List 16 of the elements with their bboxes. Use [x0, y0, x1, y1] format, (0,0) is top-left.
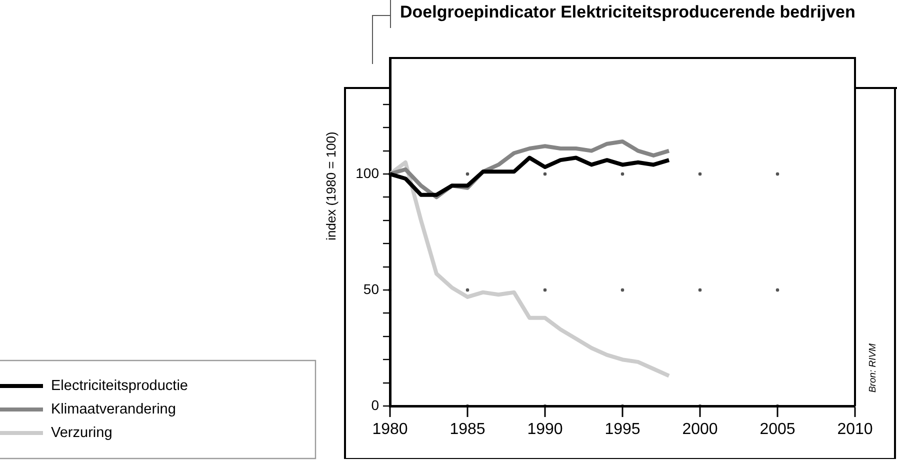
y-tick-label: 0 — [371, 396, 380, 413]
y-tick-label: 100 — [356, 164, 380, 181]
x-tick-label: 2010 — [837, 421, 873, 438]
x-tick-label: 1990 — [527, 421, 563, 438]
legend-label: Klimaatverandering — [51, 402, 176, 418]
legend-label: Verzuring — [51, 425, 112, 441]
legend-label: Electriciteitsproductie — [51, 378, 188, 394]
x-tick-label: 1980 — [372, 421, 408, 438]
x-tick-label: 1985 — [450, 421, 486, 438]
x-tick-label: 1995 — [604, 421, 640, 438]
chart-title: Doelgroepindicator Elektriciteitsproducerende bedrijven — [400, 2, 856, 22]
text: Bron: RIVM — [868, 343, 879, 393]
x-tick-label: 2005 — [760, 421, 796, 438]
x-tick-label: 2000 — [682, 421, 718, 438]
y-axis-title: index (1980 = 100) — [324, 132, 339, 240]
y-tick-label: 50 — [363, 280, 380, 297]
